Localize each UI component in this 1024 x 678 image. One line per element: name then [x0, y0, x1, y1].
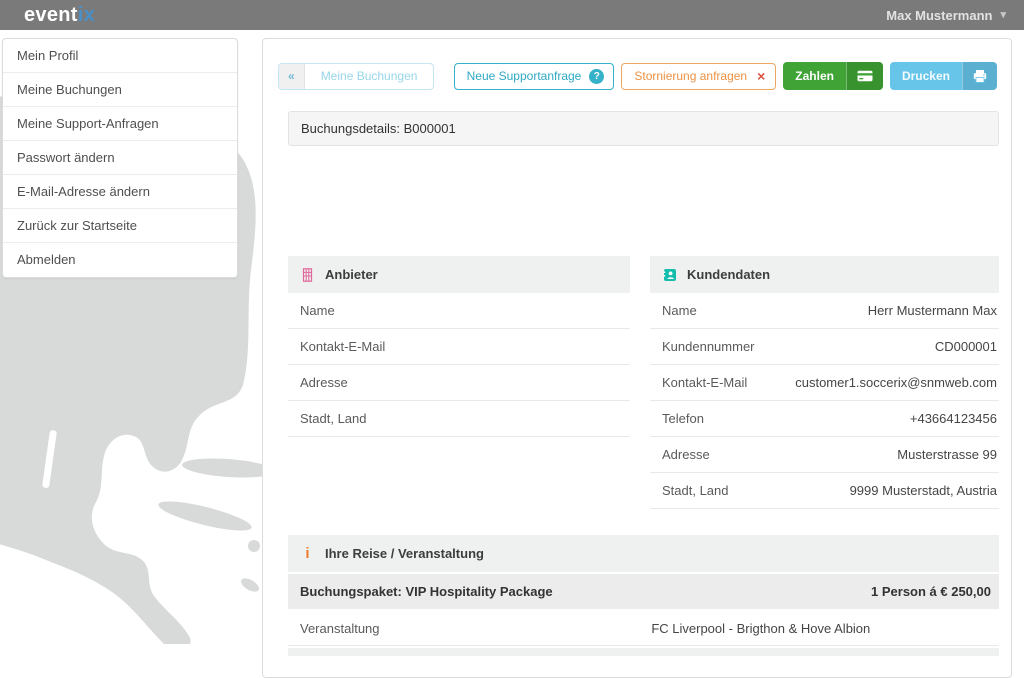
provider-row-adresse: Adresse: [288, 365, 630, 401]
back-chevrons-icon: «: [279, 63, 305, 89]
action-buttons: Neue Supportanfrage ? Stornierung anfrag…: [453, 62, 997, 90]
row-value: Herr Mustermann Max: [867, 303, 997, 318]
sidebar-item-mein-profil[interactable]: Mein Profil: [3, 39, 237, 73]
pay-button-label: Zahlen: [795, 69, 834, 83]
app-logo[interactable]: eventix: [24, 0, 95, 30]
provider-section-header: Anbieter: [288, 256, 630, 293]
row-label: Adresse: [300, 375, 348, 390]
sidebar-item-meine-buchungen[interactable]: Meine Buchungen: [3, 73, 237, 107]
sidebar-item-email-aendern[interactable]: E-Mail-Adresse ändern: [3, 175, 237, 209]
event-row-label: Veranstaltung: [300, 620, 380, 636]
trip-section: i Ihre Reise / Veranstaltung Buchungspak…: [288, 535, 999, 656]
customer-row-email: Kontakt-E-Mail customer1.soccerix@snmweb…: [650, 365, 999, 401]
booking-package-row: Buchungspaket: VIP Hospitality Package 1…: [288, 574, 999, 609]
event-row-value: FC Liverpool - Brigthon & Hove Albion: [651, 620, 871, 636]
sidebar-item-abmelden[interactable]: Abmelden: [17, 252, 76, 267]
provider-section: Anbieter Name Kontakt-E-Mail Adresse Sta…: [288, 256, 630, 509]
building-icon: [300, 267, 315, 282]
booking-package-label: Buchungspaket: VIP Hospitality Package: [300, 584, 553, 599]
provider-row-email: Kontakt-E-Mail: [288, 329, 630, 365]
customer-section-title: Kundendaten: [687, 267, 771, 282]
row-label: Adresse: [662, 447, 710, 462]
user-name: Max Mustermann: [886, 7, 993, 23]
detail-columns: Anbieter Name Kontakt-E-Mail Adresse Sta…: [288, 256, 999, 509]
customer-section-header: Kundendaten: [650, 256, 999, 293]
pay-button[interactable]: Zahlen: [783, 62, 883, 90]
close-icon: ×: [757, 68, 766, 84]
row-label: Kontakt-E-Mail: [662, 375, 748, 390]
provider-section-title: Anbieter: [325, 267, 378, 282]
chevron-down-icon: ▾: [1000, 8, 1006, 21]
customer-section: Kundendaten Name Herr Mustermann Max Kun…: [650, 256, 999, 509]
print-button[interactable]: Drucken: [889, 62, 997, 90]
booking-details-title: Buchungsdetails: B000001: [301, 121, 456, 136]
booking-package-price: 1 Person á € 250,00: [871, 584, 991, 599]
back-button-label: Meine Buchungen: [320, 69, 418, 83]
logo-text-primary: event: [24, 4, 78, 26]
event-row: Veranstaltung FC Liverpool - Brigthon & …: [288, 611, 999, 646]
customer-row-adresse: Adresse Musterstrasse 99: [650, 437, 999, 473]
row-label: Name: [662, 303, 697, 318]
sidebar-item-support-anfragen[interactable]: Meine Support-Anfragen: [3, 107, 237, 141]
provider-row-stadt-land: Stadt, Land: [288, 401, 630, 437]
provider-row-name: Name: [288, 293, 630, 329]
trip-section-header: i Ihre Reise / Veranstaltung: [288, 535, 999, 572]
row-label: Telefon: [662, 411, 704, 426]
credit-card-icon: [845, 62, 883, 90]
row-value: Musterstrasse 99: [897, 447, 997, 462]
back-to-bookings-button[interactable]: « Meine Buchungen: [278, 62, 435, 90]
row-label: Stadt, Land: [300, 411, 367, 426]
customer-row-stadt-land: Stadt, Land 9999 Musterstadt, Austria: [650, 473, 999, 509]
request-cancellation-button[interactable]: Stornierung anfragen ×: [621, 62, 777, 90]
cancel-button-label: Stornierung anfragen: [634, 69, 748, 83]
row-label: Name: [300, 303, 335, 318]
row-label: Kundennummer: [662, 339, 755, 354]
sidebar-item-passwort-aendern[interactable]: Passwort ändern: [3, 141, 237, 175]
sidebar-item-zurueck-startseite[interactable]: Zurück zur Startseite: [3, 209, 237, 243]
printer-icon: [962, 62, 997, 90]
row-value: 9999 Musterstadt, Austria: [849, 483, 997, 498]
new-support-request-button[interactable]: Neue Supportanfrage ?: [453, 62, 615, 90]
trip-section-title: Ihre Reise / Veranstaltung: [325, 546, 484, 561]
customer-row-kundennummer: Kundennummer CD000001: [650, 329, 999, 365]
row-value: +43664123456: [909, 411, 997, 426]
help-icon: ?: [589, 68, 605, 84]
customer-row-telefon: Telefon +43664123456: [650, 401, 999, 437]
row-label: Kontakt-E-Mail: [300, 339, 386, 354]
row-value: CD000001: [934, 339, 997, 354]
id-card-icon: [662, 267, 677, 282]
sidebar-menu: Mein Profil Meine Buchungen Meine Suppor…: [2, 38, 238, 278]
next-row-cutoff: [288, 648, 999, 656]
top-header: eventix Max Mustermann ▾: [0, 0, 1024, 30]
support-button-label: Neue Supportanfrage: [466, 69, 582, 83]
main-panel: « Meine Buchungen Neue Supportanfrage ? …: [262, 38, 1012, 678]
logo-text-accent: ix: [77, 4, 96, 26]
row-label: Stadt, Land: [662, 483, 729, 498]
row-value: customer1.soccerix@snmweb.com: [795, 375, 997, 390]
info-icon: i: [305, 545, 310, 562]
booking-details-bar: Buchungsdetails: B000001: [288, 111, 999, 146]
customer-row-name: Name Herr Mustermann Max: [650, 293, 999, 329]
user-menu[interactable]: Max Mustermann ▾: [886, 8, 1006, 23]
toolbar: « Meine Buchungen Neue Supportanfrage ? …: [278, 62, 997, 90]
print-button-label: Drucken: [901, 69, 950, 83]
